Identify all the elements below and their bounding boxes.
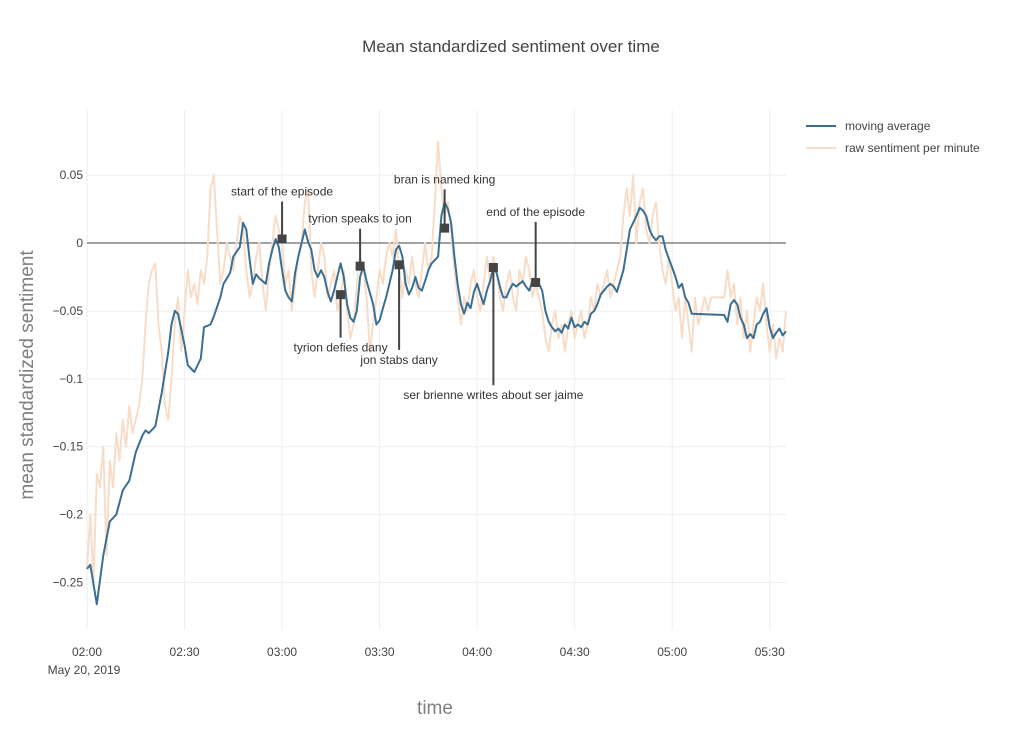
y-tick-label: −0.2 [59, 508, 83, 522]
annotation-label: bran is named king [394, 172, 495, 186]
annotation-label: tyrion defies dany [294, 341, 388, 355]
y-tick-label: −0.25 [53, 575, 84, 589]
legend-label: raw sentiment per minute [845, 141, 980, 155]
x-gridlines [86, 110, 771, 630]
chart-title: Mean standardized sentiment over time [362, 37, 660, 56]
x-tick-label: 02:00 [72, 645, 102, 659]
y-tick-label: 0.05 [60, 168, 84, 182]
annotation-label: tyrion speaks to jon [308, 212, 411, 226]
x-tick-label: 05:00 [657, 645, 687, 659]
annotation-marker [355, 261, 365, 271]
x-tick-label: 03:00 [267, 645, 297, 659]
y-tick-label: −0.1 [59, 372, 83, 386]
annotation-label: ser brienne writes about ser jaime [403, 388, 583, 402]
annotation-label: start of the episode [231, 185, 333, 199]
annotation-label: end of the episode [486, 205, 585, 219]
legend: moving average raw sentiment per minute [806, 119, 980, 155]
y-tick-label: 0 [76, 236, 83, 250]
x-tick-label: 02:30 [170, 645, 200, 659]
annotation-layer: start of the episode tyrion defies dany ty… [231, 172, 585, 402]
annotation-marker [531, 277, 541, 287]
annotation-marker [488, 262, 498, 272]
x-tick-label: 03:30 [365, 645, 395, 659]
y-tick-label: −0.15 [53, 440, 84, 454]
series-line-raw-sentiment [86, 140, 787, 584]
annotation-marker [336, 290, 346, 300]
annotation-marker [440, 223, 450, 233]
x-tick-label: 05:30 [755, 645, 785, 659]
y-axis-title: mean standardized sentiment [17, 250, 38, 500]
x-tick-labels: 02:00 May 20, 2019 02:30 03:00 03:30 04:00 04:… [48, 645, 785, 677]
series-line-moving-average [86, 201, 787, 606]
x-tick-label: 04:30 [560, 645, 590, 659]
x-axis-title: time [417, 698, 453, 719]
y-tick-label: −0.05 [53, 304, 84, 318]
annotation-marker [394, 260, 404, 270]
annotation-label: jon stabs dany [359, 353, 437, 367]
y-tick-labels: 0.05 0 −0.05 −0.1 −0.15 −0.2 −0.25 [53, 168, 84, 589]
x-tick-sublabel: May 20, 2019 [48, 663, 121, 677]
y-gridlines [87, 174, 786, 583]
legend-item-raw-sentiment[interactable]: raw sentiment per minute [806, 141, 980, 155]
annotation-marker [277, 234, 287, 244]
legend-label: moving average [845, 119, 931, 133]
series-layer [86, 140, 787, 606]
x-tick-label: 04:00 [462, 645, 492, 659]
legend-item-moving-average[interactable]: moving average [806, 119, 931, 133]
